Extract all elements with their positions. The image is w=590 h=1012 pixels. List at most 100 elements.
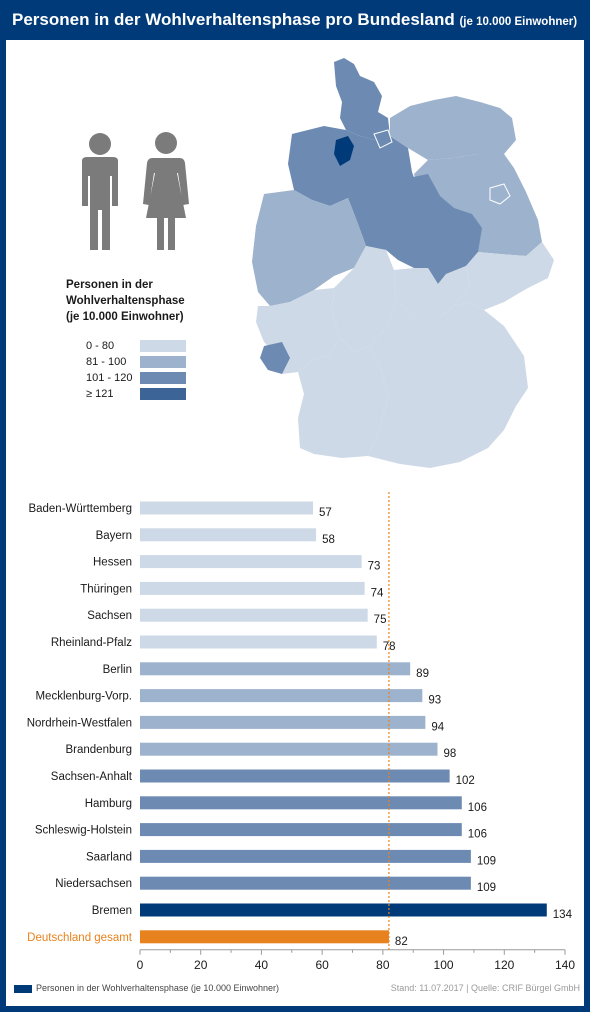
category-label: Sachsen: [87, 610, 132, 622]
x-tick-label: 80: [376, 958, 390, 972]
data-label: 74: [371, 587, 384, 599]
data-label: 75: [374, 614, 387, 626]
x-tick-label: 140: [555, 958, 575, 972]
x-tick-label: 120: [494, 958, 514, 972]
legend-item-label: 81 - 100: [86, 356, 127, 368]
x-tick-label: 100: [434, 958, 454, 972]
map-region-baden-wuerttemberg: [298, 338, 388, 458]
category-label: Hamburg: [85, 798, 132, 810]
map-region-sachsen-anhalt: [398, 174, 482, 284]
legend-item-label: ≥ 121: [86, 388, 114, 400]
bar: [140, 742, 438, 756]
category-label: Hessen: [93, 557, 132, 569]
legend-item: ≥ 121: [86, 388, 186, 402]
data-label: 98: [444, 748, 457, 760]
map-region-mecklenburg-vorp: [390, 96, 516, 160]
bar: [140, 849, 471, 863]
bar: [140, 903, 547, 917]
data-label: 106: [468, 802, 487, 814]
legend-swatch: [140, 372, 186, 384]
data-label: 73: [368, 561, 381, 573]
footer-legend-label: Personen in der Wohlverhaltensphase (je …: [36, 983, 279, 993]
category-label: Thüringen: [80, 583, 132, 595]
category-label: Mecklenburg-Vorp.: [35, 691, 132, 703]
bar: [140, 769, 450, 783]
data-label: 94: [431, 721, 444, 733]
footer: Personen in der Wohlverhaltensphase (je …: [6, 981, 584, 1001]
map-region-schleswig-holstein: [334, 58, 390, 140]
map-region-berlin: [489, 183, 511, 205]
map-region-saarland: [260, 342, 290, 374]
legend-swatch: [140, 388, 186, 400]
category-label: Schleswig-Holstein: [35, 825, 132, 837]
category-label: Bayern: [96, 530, 132, 542]
footer-legend-swatch: [14, 985, 32, 993]
map-region-brandenburg: [414, 154, 542, 266]
map-region-thueringen: [394, 266, 470, 318]
bar: [140, 528, 317, 542]
data-label: 106: [468, 829, 487, 841]
bar: [140, 501, 314, 515]
map-region-nordrhein-westfalen: [252, 190, 366, 306]
legend-swatch: [140, 356, 186, 368]
category-label: Sachsen-Anhalt: [51, 771, 133, 783]
data-label: 89: [416, 668, 429, 680]
bar-chart: Baden-Württemberg 57 Bayern 58 Hessen 73 Thüri…: [27, 492, 575, 972]
legend-item: 81 - 100: [86, 356, 186, 370]
bar: [140, 635, 377, 649]
legend-item: 0 - 80: [86, 340, 186, 354]
map-region-bayern: [368, 300, 528, 468]
woman-icon: [143, 132, 189, 250]
header-bar: Personen in der Wohlverhaltensphase pro …: [6, 0, 584, 40]
map-region-hessen: [332, 246, 396, 352]
legend-title: Personen in der Wohlverhaltensphase (je …: [66, 277, 185, 325]
bar: [140, 608, 368, 622]
source-note: Stand: 11.07.2017 | Quelle: CRIF Bürgel …: [390, 983, 580, 993]
x-tick-label: 0: [137, 958, 144, 972]
map-region-sachsen: [454, 242, 554, 310]
bar: [140, 662, 411, 676]
data-label: 109: [477, 855, 496, 867]
man-icon: [82, 133, 118, 250]
data-label: 109: [477, 882, 496, 894]
data-label: 78: [383, 641, 396, 653]
bar: [140, 823, 462, 837]
people-icons: [82, 132, 189, 250]
map-region-bremen: [334, 136, 354, 166]
x-tick-label: 60: [315, 958, 329, 972]
category-label: Bremen: [92, 905, 132, 917]
legend-item: 101 - 120: [86, 372, 186, 386]
data-label: 134: [553, 909, 573, 921]
legend-item-label: 0 - 80: [86, 340, 115, 352]
data-label: 82: [395, 936, 408, 948]
legend-title-line: Personen in der: [66, 279, 153, 291]
bar: [140, 876, 471, 890]
legend-title-line: (je 10.000 Einwohner): [66, 311, 184, 323]
category-label: Baden-Württemberg: [28, 503, 132, 515]
bar: [140, 689, 423, 703]
page-title: Personen in der Wohlverhaltensphase pro …: [12, 10, 577, 30]
category-label: Deutschland gesamt: [27, 932, 133, 944]
category-label: Rheinland-Pfalz: [51, 637, 132, 649]
title-text: Personen in der Wohlverhaltensphase pro …: [12, 10, 455, 29]
category-label: Niedersachsen: [55, 878, 132, 890]
bar: [140, 930, 389, 944]
title-subtitle: (je 10.000 Einwohner): [459, 16, 578, 28]
map-region-hamburg: [373, 129, 393, 149]
germany-map-icon: [252, 58, 554, 468]
bar: [140, 555, 362, 569]
legend-item-label: 101 - 120: [86, 372, 133, 384]
category-label: Brandenburg: [66, 744, 133, 756]
data-label: 57: [319, 507, 332, 519]
legend-title-line: Wohlverhaltensphase: [66, 295, 185, 307]
data-label: 58: [322, 534, 335, 546]
data-label: 102: [456, 775, 475, 787]
bar: [140, 581, 365, 595]
bar: [140, 796, 462, 810]
category-label: Saarland: [86, 851, 132, 863]
category-label: Berlin: [103, 664, 132, 676]
category-label: Nordrhein-Westfalen: [27, 717, 132, 729]
x-tick-label: 40: [255, 958, 269, 972]
data-label: 93: [428, 695, 441, 707]
